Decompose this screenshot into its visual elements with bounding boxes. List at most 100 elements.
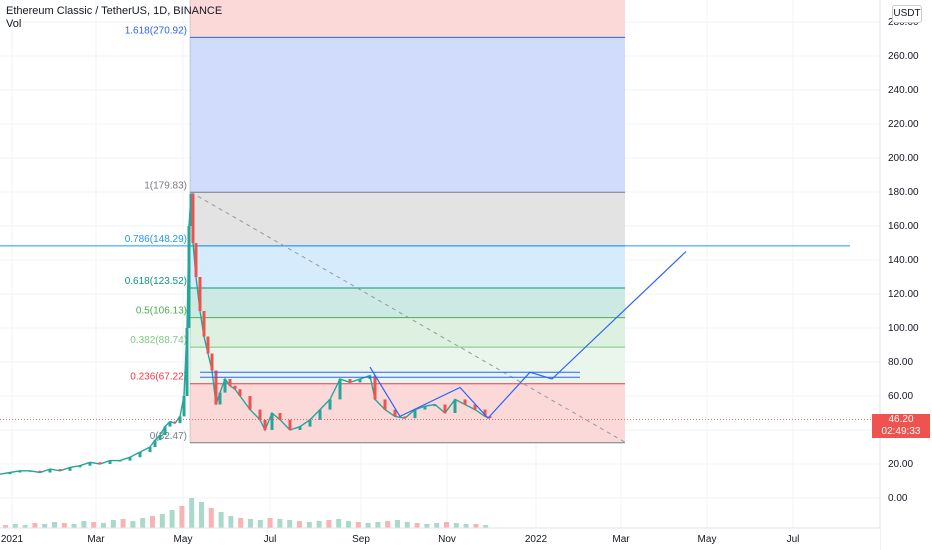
volume-bar <box>483 525 489 528</box>
candle <box>218 392 222 405</box>
volume-bar <box>52 522 57 528</box>
volume-bar <box>218 512 224 528</box>
volume-bar <box>208 508 214 528</box>
fib-level-label: 0.236(67.22) <box>130 372 187 383</box>
time-tick-label: Nov <box>438 534 456 545</box>
drawing-overlay <box>0 191 880 444</box>
candle <box>128 457 132 461</box>
volume-bar <box>404 522 410 528</box>
time-tick-label: Jul <box>264 534 277 545</box>
fib-level-label: 1.618(270.92) <box>125 25 187 36</box>
current-price-value: 46.20 <box>888 414 914 425</box>
volume-bar <box>159 514 165 528</box>
candle <box>298 426 302 430</box>
price-tick-label: 160.00 <box>888 221 919 232</box>
time-tick-label: Jul <box>787 534 800 545</box>
candle <box>233 385 237 390</box>
fib-zones: 1.618(270.92) 1(179.83) 0.786(148.29) 0.618… <box>0 0 850 444</box>
volume-bar <box>110 520 116 528</box>
volume-bar <box>346 521 351 528</box>
volume-bar <box>434 523 440 528</box>
volume-bar <box>169 510 175 528</box>
candle <box>483 409 487 417</box>
candle <box>210 353 214 371</box>
candle <box>258 409 262 420</box>
currency-button[interactable]: USDT <box>892 5 922 23</box>
volume-bar <box>101 523 106 528</box>
candle <box>358 379 362 383</box>
candle <box>373 375 377 400</box>
fib-zone <box>190 245 625 289</box>
volume-bar <box>453 523 459 528</box>
candle <box>423 406 427 410</box>
candle <box>308 419 312 427</box>
time-tick-label: May <box>698 534 717 545</box>
volume-bar <box>375 522 381 528</box>
current-price-tag: 46.20 02:49:33 <box>872 414 930 438</box>
volume-bar <box>32 523 38 528</box>
candle <box>108 460 112 464</box>
volume-bar <box>81 521 87 528</box>
price-tick-label: 120.00 <box>888 289 919 300</box>
candle <box>182 396 186 417</box>
price-tick-label: 200.00 <box>888 153 919 164</box>
candle <box>153 440 157 447</box>
volume-bar <box>238 518 244 528</box>
volume-bar <box>140 518 146 528</box>
volume-bar <box>463 524 469 528</box>
candle <box>348 379 352 383</box>
volume-bar <box>473 524 479 528</box>
candle <box>403 416 407 419</box>
volume-bar <box>150 516 155 528</box>
symbol-title: Ethereum Classic / TetherUS, 1D, BINANCE <box>6 5 223 17</box>
fib-zone <box>190 317 625 348</box>
candle <box>433 404 437 407</box>
volume-bar <box>424 524 430 528</box>
volume-bar <box>130 521 136 528</box>
candle <box>68 467 72 471</box>
volume-bar <box>277 519 283 528</box>
candle <box>463 399 467 405</box>
fib-zone-top <box>190 0 625 38</box>
time-tick-label: Sep <box>352 534 370 545</box>
fib-zone <box>190 288 625 318</box>
volume-bar <box>199 502 204 528</box>
fib-zone <box>190 347 625 384</box>
volume-bar <box>444 522 449 528</box>
price-tick-label: 20.00 <box>888 459 913 470</box>
candle <box>328 399 332 410</box>
candle <box>393 409 397 417</box>
time-tick-label: 2022 <box>525 534 548 545</box>
volume-bar <box>179 506 185 528</box>
candle <box>58 469 62 471</box>
candle <box>158 435 162 441</box>
volume-bar <box>3 525 8 528</box>
candle <box>443 404 447 413</box>
candle <box>198 277 202 311</box>
candle <box>338 379 342 400</box>
fib-zone <box>190 192 625 246</box>
candle <box>148 447 152 453</box>
candle <box>453 399 457 413</box>
trend-dashed-line <box>190 191 627 444</box>
candle <box>48 469 52 473</box>
volume-bar <box>189 498 195 528</box>
fib-level-label: 0.786(148.29) <box>125 234 187 245</box>
volume-bar <box>395 520 400 528</box>
candle <box>187 226 191 328</box>
candle <box>228 379 232 386</box>
volume-bar <box>297 521 302 528</box>
candle <box>191 193 195 243</box>
price-tick-label: 240.00 <box>888 85 919 96</box>
volume-bar <box>414 523 420 528</box>
candle <box>413 409 417 419</box>
volume-bar <box>228 516 234 528</box>
candle <box>206 336 210 354</box>
fib-zone <box>190 37 625 193</box>
volume-bar <box>22 525 28 528</box>
candle <box>223 379 227 393</box>
candle <box>270 413 274 430</box>
volume-bar <box>306 522 312 528</box>
price-tick-label: 260.00 <box>888 51 919 62</box>
